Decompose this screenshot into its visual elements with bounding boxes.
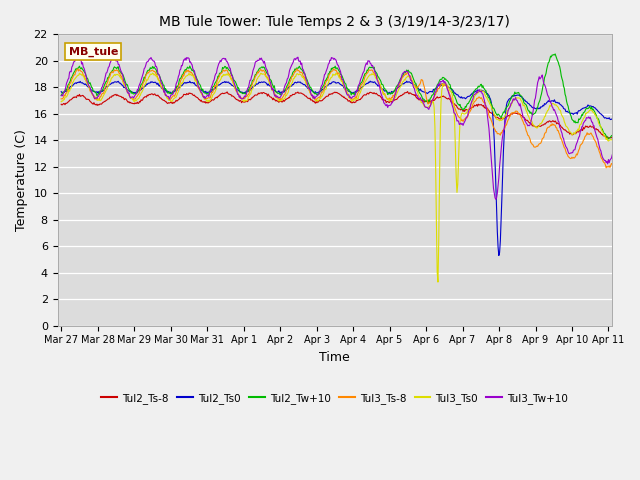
Text: MB_tule: MB_tule <box>68 47 118 57</box>
Y-axis label: Temperature (C): Temperature (C) <box>15 129 28 231</box>
X-axis label: Time: Time <box>319 351 350 364</box>
Legend: Tul2_Ts-8, Tul2_Ts0, Tul2_Tw+10, Tul3_Ts-8, Tul3_Ts0, Tul3_Tw+10: Tul2_Ts-8, Tul2_Ts0, Tul2_Tw+10, Tul3_Ts… <box>97 389 572 408</box>
Title: MB Tule Tower: Tule Temps 2 & 3 (3/19/14-3/23/17): MB Tule Tower: Tule Temps 2 & 3 (3/19/14… <box>159 15 510 29</box>
